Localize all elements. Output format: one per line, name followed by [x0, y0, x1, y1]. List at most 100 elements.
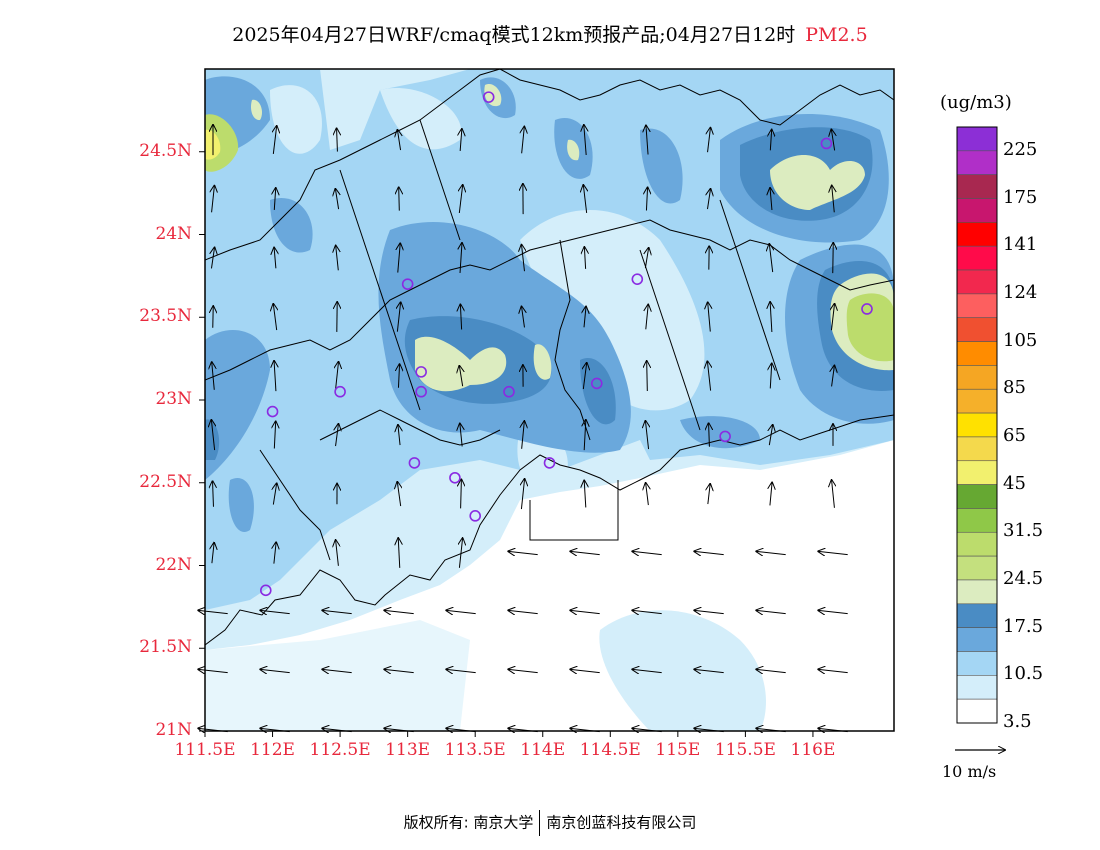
wind-arrow: [831, 130, 834, 151]
lon-tick-label: 114E: [520, 740, 566, 760]
lon-tick-label: 112E: [250, 740, 295, 760]
wind-arrow: [446, 728, 476, 731]
wind-arrow: [694, 669, 724, 672]
station-marker: [543, 457, 556, 469]
wind-arrow: [632, 551, 662, 554]
lon-tick-label: 112.5E: [309, 740, 371, 760]
station-marker: [259, 584, 272, 597]
wind-arrow: [708, 302, 711, 332]
wind-arrow: [273, 126, 276, 155]
wind-arrow: [583, 363, 586, 390]
wind-arrow: [584, 481, 586, 508]
wind-arrow: [273, 304, 276, 331]
wind-arrow: [260, 610, 290, 613]
colorbar-swatch: [956, 531, 998, 557]
wind-arrow: [384, 610, 414, 613]
lat-tick-label: 23.5N: [139, 306, 192, 327]
wind-arrow: [647, 361, 648, 391]
pm25-field: [205, 69, 894, 731]
lat-tick-label: 24.5N: [139, 140, 192, 161]
wind-arrow: [756, 728, 786, 731]
wind-arrow: [694, 610, 724, 613]
colorbar-swatch: [956, 603, 998, 628]
wind-arrow: [756, 669, 786, 672]
wind-arrow: [459, 185, 462, 214]
station-marker: [820, 137, 833, 150]
wind-arrow: [459, 538, 462, 568]
wind-arrow: [770, 130, 771, 151]
wind-arrow: [397, 130, 400, 151]
wind-arrow: [322, 728, 352, 731]
wind-arrow: [398, 538, 400, 568]
boundaries: [205, 69, 894, 646]
wind-arrow: [770, 302, 772, 333]
wind-arrow: [198, 669, 228, 672]
wind-arrow: [212, 186, 215, 213]
province-boundary: [205, 69, 501, 261]
wind-arrow: [832, 186, 835, 213]
wind-arrow: [260, 669, 290, 672]
wind-arrow: [632, 610, 662, 613]
field-light-sea: [599, 610, 766, 731]
station-marker: [415, 385, 427, 398]
wind-arrow: [584, 247, 585, 269]
colorbar-swatch: [956, 317, 998, 342]
wind-arrow: [335, 189, 338, 210]
wind-arrow: [336, 424, 339, 447]
wind-arrow: [632, 669, 662, 672]
wind-arrow: [336, 246, 339, 271]
station-marker: [334, 385, 346, 398]
wind-arrow: [446, 610, 476, 613]
lon-tick-label: 115.5E: [714, 740, 776, 760]
wind-arrow: [522, 307, 525, 328]
station-marker: [266, 405, 279, 418]
station-marker: [469, 510, 481, 522]
wind-arrow: [398, 425, 400, 446]
wind-arrow: [707, 189, 710, 210]
wind-arrow: [818, 551, 848, 554]
wind-arrow: [570, 728, 600, 731]
wind-arrow: [584, 125, 586, 156]
wind-arrow: [521, 479, 524, 510]
wind-arrow: [831, 304, 834, 331]
colorbar-swatch: [956, 627, 998, 652]
wind-arrow: [818, 610, 848, 613]
footer-right: 南京创蓝科技有限公司: [546, 813, 697, 832]
wind-arrow: [583, 185, 586, 213]
wind-arrow: [632, 728, 662, 731]
lat-tick-label: 23N: [155, 389, 192, 409]
colorbar-swatch: [956, 222, 998, 247]
field-green-light: [415, 336, 507, 392]
lat-tick-label: 24N: [155, 223, 192, 244]
station-markers: [259, 91, 873, 597]
colorbar-swatch: [956, 698, 998, 724]
lat-tick-label: 21N: [155, 720, 192, 740]
station-marker: [482, 91, 495, 103]
station-marker: [415, 366, 427, 378]
wind-arrow: [337, 128, 338, 152]
wind-arrow: [646, 305, 648, 330]
colorbar-unit: (ug/m3): [940, 92, 1012, 113]
wind-arrow: [322, 610, 352, 613]
lon-tick-label: 114.5E: [579, 740, 641, 760]
colorbar-swatch: [956, 150, 998, 175]
station-marker: [719, 430, 731, 443]
wind-arrow: [570, 610, 600, 613]
wind-arrow: [522, 127, 525, 154]
wind-vectors: [198, 125, 848, 732]
wind-arrow: [646, 187, 647, 211]
colorbar-swatch: [956, 651, 998, 676]
station-marker: [590, 377, 603, 390]
wind-arrow: [833, 243, 834, 274]
colorbar-swatch: [956, 675, 998, 700]
wind-arrow: [274, 542, 276, 564]
wind-arrow: [570, 669, 600, 672]
colorbar-swatch: [956, 412, 998, 438]
lon-tick-label: 113.5E: [444, 740, 506, 760]
station-marker: [449, 471, 461, 484]
wind-arrow: [756, 610, 786, 613]
wind-arrow: [508, 610, 538, 613]
wind-arrow: [398, 243, 400, 273]
title-main: 2025年04月27日WRF/cmaq模式12km预报产品;04月27日12时: [232, 24, 796, 46]
wind-arrow: [274, 422, 275, 449]
